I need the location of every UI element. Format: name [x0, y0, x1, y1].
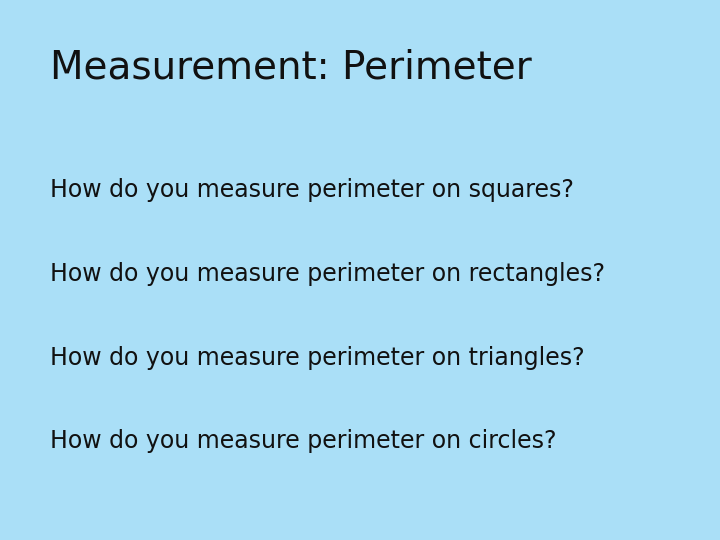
Text: How do you measure perimeter on triangles?: How do you measure perimeter on triangle…: [50, 346, 585, 369]
Text: How do you measure perimeter on circles?: How do you measure perimeter on circles?: [50, 429, 557, 453]
Text: Measurement: Perimeter: Measurement: Perimeter: [50, 49, 532, 86]
Text: How do you measure perimeter on squares?: How do you measure perimeter on squares?: [50, 178, 575, 202]
Text: How do you measure perimeter on rectangles?: How do you measure perimeter on rectangl…: [50, 262, 606, 286]
